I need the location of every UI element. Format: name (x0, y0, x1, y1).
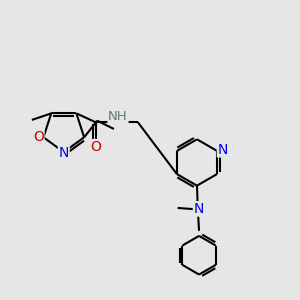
Text: N: N (58, 146, 69, 160)
Text: N: N (194, 202, 204, 216)
Text: O: O (90, 140, 101, 154)
Text: N: N (218, 143, 228, 157)
Text: O: O (33, 130, 44, 144)
Text: NH: NH (108, 110, 128, 123)
